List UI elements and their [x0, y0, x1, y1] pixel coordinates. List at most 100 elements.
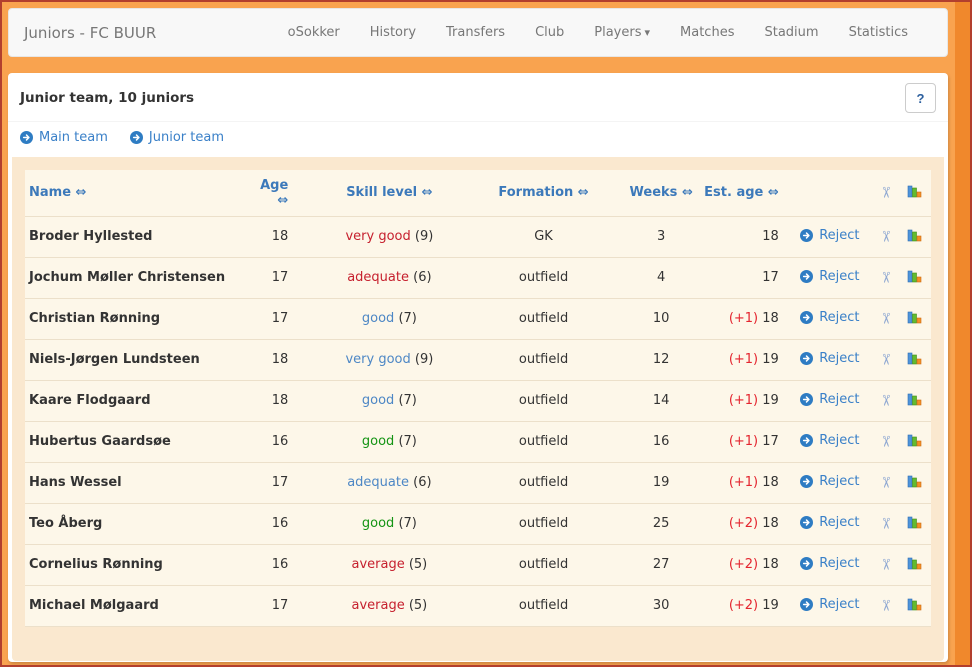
nav-item[interactable]: Transfers [446, 25, 506, 40]
reject-label: Reject [819, 596, 860, 612]
col-header-chart [898, 170, 931, 217]
col-header-skill-level[interactable]: Skill level ⇔ [310, 170, 469, 217]
chart-icon[interactable] [907, 351, 922, 365]
sort-icon[interactable]: ⇔ [767, 185, 779, 201]
skill-level-number: (7) [398, 434, 417, 449]
chart-icon[interactable] [907, 515, 922, 529]
nav-item[interactable]: Club [535, 25, 565, 40]
weeks-count: 3 [618, 216, 704, 258]
nav-item[interactable]: Stadium [764, 25, 819, 40]
table-row: Christian Rønning 17 good (7) outfield 1… [25, 298, 931, 340]
skill-level-text: adequate [347, 270, 409, 285]
chart-icon[interactable] [907, 228, 922, 242]
scissors-icon[interactable]: ✂ [876, 185, 895, 199]
estimated-age: (+1) 19 [703, 380, 789, 422]
arrow-circle-icon [800, 310, 814, 324]
est-age-value: 17 [762, 434, 779, 449]
sort-icon[interactable]: ⇔ [277, 192, 289, 208]
player-formation: outfield [468, 380, 619, 422]
weeks-count: 10 [618, 298, 704, 340]
arrow-circle-icon [129, 131, 143, 144]
chart-icon[interactable] [907, 392, 922, 406]
table-row: Cornelius Rønning 16 average (5) outfiel… [25, 544, 931, 586]
reject-link[interactable]: Reject [800, 350, 860, 366]
reject-link[interactable]: Reject [800, 433, 860, 448]
nav-menu: oSokker History Transfers Club Players ▾ … [273, 25, 947, 40]
nav-item[interactable]: History [369, 25, 417, 40]
col-header-weeks[interactable]: Weeks ⇔ [618, 170, 704, 217]
chart-icon[interactable] [907, 556, 922, 570]
reject-label: Reject [819, 350, 860, 366]
player-age: 16 [250, 544, 311, 586]
player-skill: very good (9) [310, 216, 469, 258]
nav-item[interactable]: Players ▾ [594, 25, 651, 40]
scissors-icon[interactable]: ✂ [876, 598, 895, 612]
chart-icon[interactable] [907, 310, 922, 324]
player-name: Cornelius Rønning [25, 544, 251, 586]
player-formation: outfield [468, 257, 619, 299]
weeks-count: 30 [618, 585, 704, 627]
sort-icon[interactable]: ⇔ [681, 184, 693, 200]
player-age: 17 [250, 462, 311, 504]
col-header-est-age[interactable]: Est. age ⇔ [703, 170, 789, 217]
reject-link[interactable]: Reject [800, 228, 860, 243]
chart-icon[interactable] [907, 597, 922, 611]
reject-link[interactable]: Reject [800, 596, 860, 612]
scissors-icon[interactable]: ✂ [876, 557, 895, 571]
scissors-icon[interactable]: ✂ [876, 229, 895, 243]
col-header-age[interactable]: Age ⇔ [250, 170, 311, 217]
nav-item[interactable]: Statistics [848, 25, 908, 40]
col-header-formation[interactable]: Formation ⇔ [468, 170, 619, 217]
breadcrumb-link[interactable]: Main team [20, 130, 108, 145]
scissors-icon[interactable]: ✂ [876, 270, 895, 284]
est-age-bonus: (+1) [728, 434, 759, 449]
reject-label: Reject [819, 309, 860, 325]
reject-link[interactable]: Reject [800, 269, 860, 284]
arrow-circle-icon [800, 392, 814, 406]
scissors-icon[interactable]: ✂ [876, 434, 895, 448]
scissors-icon[interactable]: ✂ [876, 393, 895, 407]
main-panel: Junior team, 10 juniors ? Main team Juni… [8, 73, 948, 662]
sort-icon[interactable]: ⇔ [421, 185, 433, 201]
scissors-icon[interactable]: ✂ [876, 352, 895, 366]
player-age: 18 [250, 216, 311, 258]
chart-icon[interactable] [907, 184, 922, 198]
player-formation: outfield [468, 462, 619, 504]
arrow-circle-icon [800, 597, 814, 611]
top-navbar: Juniors - FC BUUR oSokker History Transf… [8, 8, 948, 57]
player-skill: average (5) [310, 585, 469, 627]
reject-link[interactable]: Reject [800, 474, 860, 489]
juniors-table: Name ⇔ Age ⇔ Skill level ⇔ Formation [25, 170, 931, 627]
chart-icon[interactable] [907, 269, 922, 283]
skill-level-number: (5) [408, 598, 428, 613]
player-skill: very good (9) [310, 339, 469, 381]
chart-icon[interactable] [907, 433, 922, 447]
col-header-cut: ✂ [870, 170, 899, 217]
col-header-reject [788, 170, 871, 217]
sort-icon[interactable]: ⇔ [577, 185, 589, 201]
scissors-icon[interactable]: ✂ [876, 516, 895, 530]
chart-icon[interactable] [907, 474, 922, 488]
player-skill: good (7) [310, 421, 469, 463]
help-button[interactable]: ? [905, 83, 936, 113]
reject-link[interactable]: Reject [800, 515, 860, 530]
est-age-value: 19 [762, 393, 779, 408]
col-header-name[interactable]: Name ⇔ [25, 170, 251, 217]
scissors-icon[interactable]: ✂ [876, 311, 895, 325]
skill-level-number: (6) [413, 270, 432, 285]
player-age: 16 [250, 421, 311, 463]
arrow-circle-icon [800, 269, 814, 283]
reject-link[interactable]: Reject [800, 556, 860, 571]
sort-icon[interactable]: ⇔ [75, 185, 87, 201]
player-skill: average (5) [310, 544, 469, 586]
reject-link[interactable]: Reject [800, 309, 860, 325]
breadcrumb-link[interactable]: Junior team [129, 130, 224, 145]
scissors-icon[interactable]: ✂ [876, 475, 895, 489]
player-skill: adequate (6) [310, 462, 469, 504]
nav-item[interactable]: Matches [680, 25, 735, 40]
weeks-count: 19 [618, 462, 704, 504]
player-name: Christian Rønning [25, 298, 251, 340]
estimated-age: (+1) 19 [703, 339, 789, 381]
reject-link[interactable]: Reject [800, 392, 860, 407]
nav-item[interactable]: oSokker [287, 25, 340, 40]
